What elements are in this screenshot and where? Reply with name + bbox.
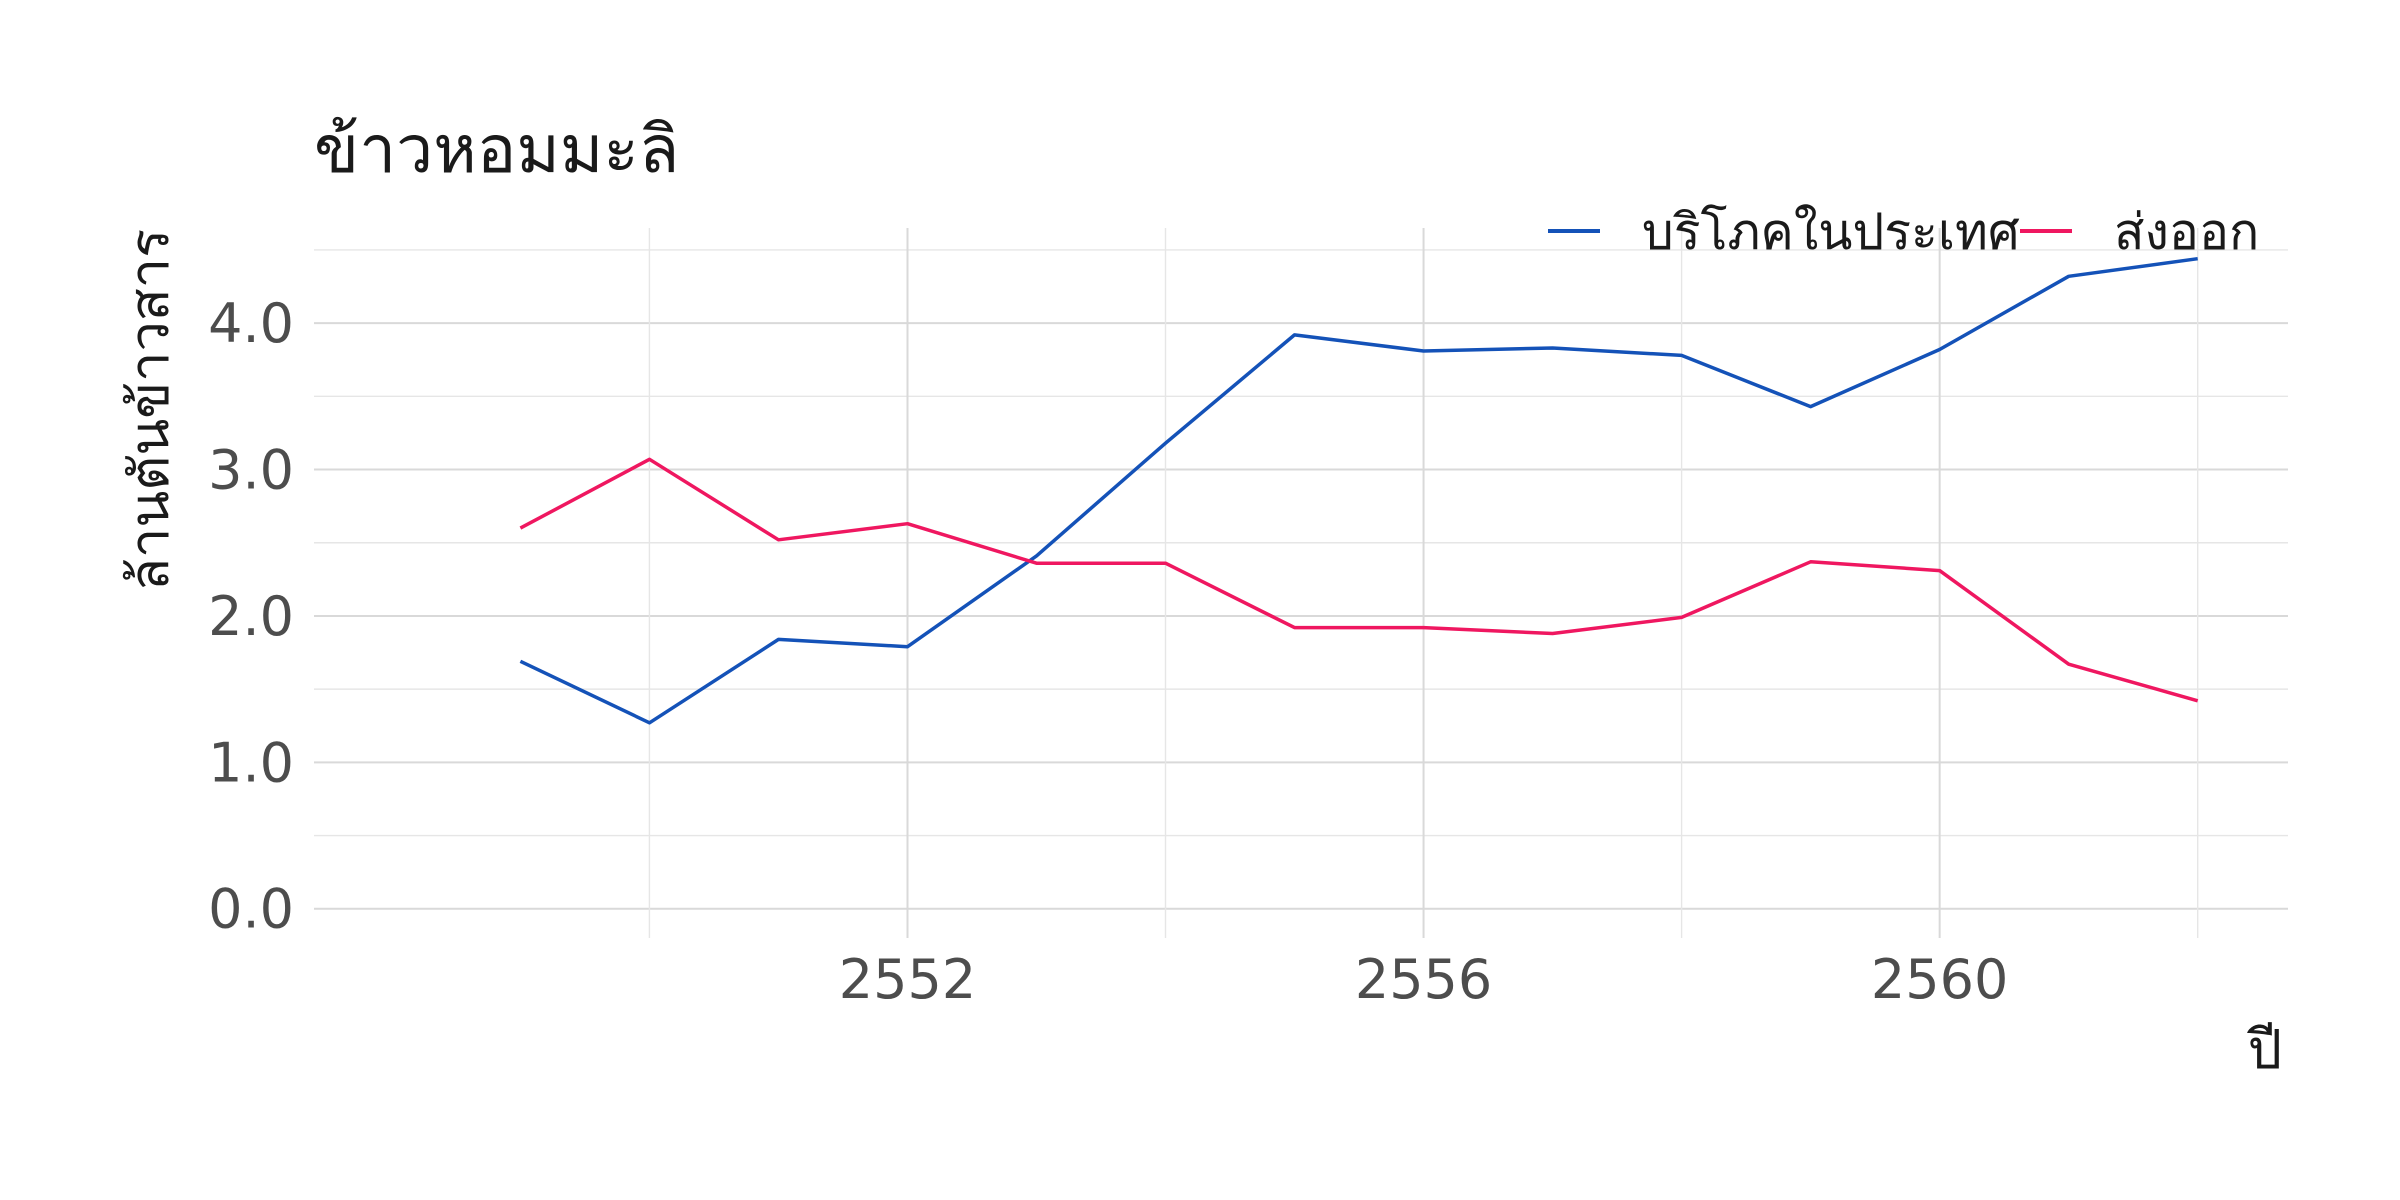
y-axis-ticks: 0.0 1.0 2.0 3.0 4.0 — [208, 292, 294, 941]
y-tick-label: 1.0 — [208, 731, 294, 794]
series-line-1 — [519, 256, 2198, 725]
series-line-2 — [519, 457, 2199, 703]
legend-label-1: บริโภคในประเทศ — [1642, 203, 2020, 261]
chart-title: ข้าวหอมมะลิ — [314, 111, 679, 188]
y-tick-label: 3.0 — [208, 439, 294, 502]
grid-lines — [314, 228, 2288, 938]
legend-label-2: ส่งออก — [2114, 203, 2259, 261]
legend: บริโภคในประเทศ ส่งออก — [1548, 203, 2259, 261]
x-tick-label: 2556 — [1355, 948, 1492, 1011]
x-axis-title: ปี — [2247, 1018, 2282, 1081]
x-axis-ticks: 2552 2556 2560 — [839, 948, 2009, 1011]
y-axis-title: ล้านตันข้าวสาร — [118, 229, 181, 591]
y-tick-label: 2.0 — [208, 585, 294, 648]
x-tick-label: 2560 — [1871, 948, 2008, 1011]
y-tick-label: 4.0 — [208, 292, 294, 355]
y-tick-label: 0.0 — [208, 878, 294, 941]
x-tick-label: 2552 — [839, 948, 976, 1011]
series-lines — [519, 256, 2199, 725]
